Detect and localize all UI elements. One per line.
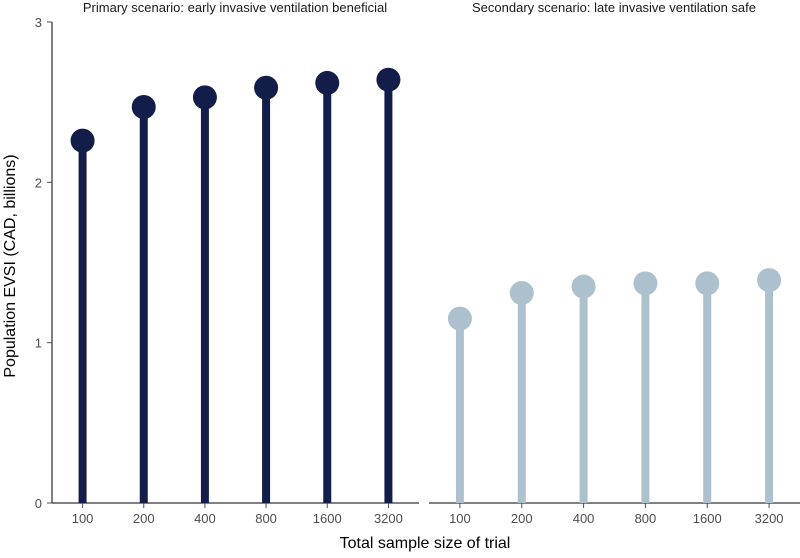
x-tick-label: 200 bbox=[133, 511, 155, 526]
x-tick-label: 800 bbox=[635, 511, 657, 526]
lollipop-point bbox=[509, 280, 534, 305]
lollipop-point bbox=[571, 274, 596, 299]
y-tick-label: 3 bbox=[35, 15, 42, 30]
lollipop-point bbox=[695, 271, 720, 296]
lollipop-point bbox=[254, 75, 279, 100]
panel-title-secondary: Secondary scenario: late invasive ventil… bbox=[472, 0, 756, 15]
x-tick-label: 100 bbox=[449, 511, 471, 526]
lollipop-point bbox=[633, 271, 658, 296]
x-tick-label: 400 bbox=[194, 511, 216, 526]
x-tick-label: 3200 bbox=[755, 511, 784, 526]
x-tick-label: 3200 bbox=[374, 511, 403, 526]
x-axis-title: Total sample size of trial bbox=[340, 535, 511, 552]
lollipop-point bbox=[131, 94, 156, 119]
panel-secondary-scenario: Secondary scenario: late invasive ventil… bbox=[429, 0, 800, 526]
x-tick-label: 1600 bbox=[313, 511, 342, 526]
lollipop-point bbox=[376, 67, 401, 92]
y-tick-label: 2 bbox=[35, 175, 42, 190]
y-axis: 0 1 2 3 bbox=[35, 15, 53, 511]
x-tick-label: 800 bbox=[255, 511, 277, 526]
x-tick-label: 400 bbox=[573, 511, 595, 526]
x-tick-label: 200 bbox=[511, 511, 533, 526]
y-axis-title: Population EVSI (CAD, billions) bbox=[2, 154, 19, 377]
y-tick-label: 0 bbox=[35, 496, 42, 511]
x-tick-label: 1600 bbox=[693, 511, 722, 526]
y-tick-label: 1 bbox=[35, 336, 42, 351]
lollipop-point bbox=[315, 70, 340, 95]
lollipop-point bbox=[70, 128, 95, 153]
x-tick-label: 100 bbox=[72, 511, 94, 526]
lollipop-point bbox=[192, 85, 217, 110]
lollipop-point bbox=[757, 268, 782, 293]
lollipop-point bbox=[447, 306, 472, 331]
panel-primary-scenario: Primary scenario: early invasive ventila… bbox=[52, 0, 419, 526]
panel-title-primary: Primary scenario: early invasive ventila… bbox=[83, 0, 387, 15]
